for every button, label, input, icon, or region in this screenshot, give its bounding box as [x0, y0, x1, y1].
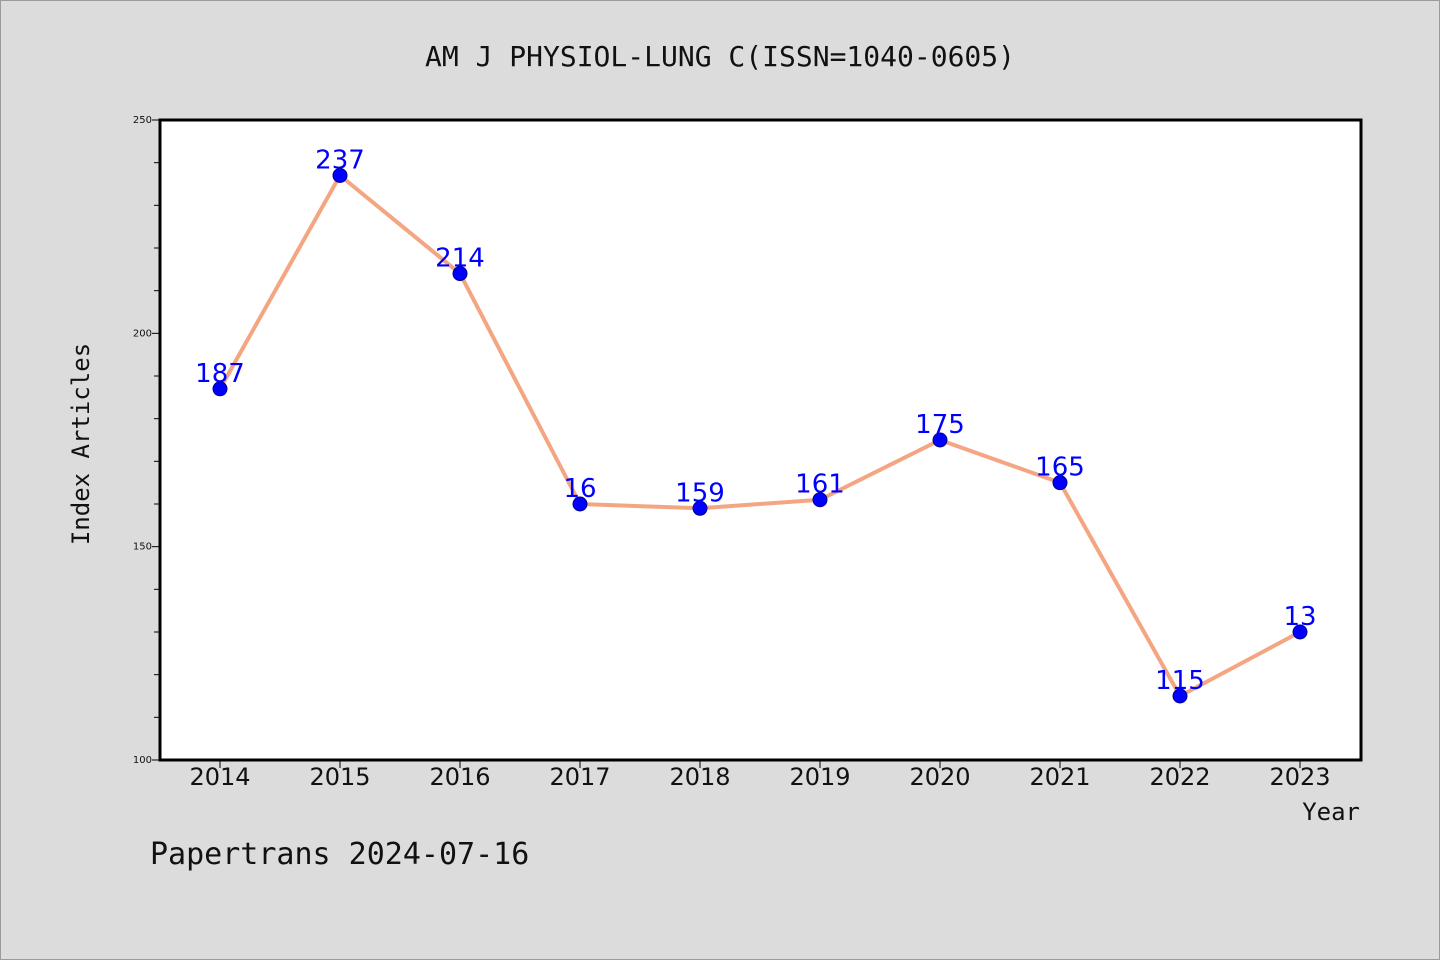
x-tick-label: 2022 [1149, 763, 1210, 791]
y-axis-ticks: 100 150 200 250 [133, 115, 160, 766]
plot-area [160, 120, 1361, 760]
data-label: 16 [563, 474, 596, 504]
data-label: 165 [1035, 453, 1085, 483]
data-label: 187 [195, 359, 245, 389]
y-tick-label: 150 [133, 542, 152, 553]
x-tick-label: 2016 [429, 763, 490, 791]
data-point [332, 167, 348, 183]
x-tick-label: 2014 [189, 763, 250, 791]
x-tick-label: 2015 [309, 763, 370, 791]
data-label: 237 [315, 145, 365, 175]
data-point [692, 500, 708, 516]
x-axis-label: Year [1302, 798, 1360, 826]
data-point [932, 432, 948, 448]
data-point [572, 496, 588, 512]
data-labels: 187 237 214 16 159 161 175 165 115 13 [195, 145, 1316, 696]
data-point [212, 381, 228, 397]
data-point [1292, 624, 1308, 640]
x-tick-label: 2020 [909, 763, 970, 791]
series-line [218, 173, 1302, 698]
data-label: 214 [435, 244, 485, 274]
plot-border [158, 118, 1363, 762]
data-label: 161 [795, 470, 845, 500]
data-label: 13 [1283, 602, 1316, 632]
data-label: 175 [915, 410, 965, 440]
x-tick-label: 2019 [789, 763, 850, 791]
data-point [812, 492, 828, 508]
footer-watermark: Papertrans 2024-07-16 [150, 837, 529, 872]
data-point [1052, 475, 1068, 491]
y-tick-label: 250 [133, 115, 152, 126]
y-tick-label: 200 [133, 328, 152, 339]
chart-title: AM J PHYSIOL-LUNG C(ISSN=1040-0605) [425, 40, 1015, 73]
y-tick-label: 100 [133, 755, 152, 766]
series-layer [212, 167, 1308, 704]
x-tick-label: 2017 [549, 763, 610, 791]
data-point [452, 266, 468, 282]
data-label: 159 [675, 478, 725, 508]
x-tick-label: 2018 [669, 763, 730, 791]
data-label: 115 [1155, 666, 1205, 696]
data-point [1172, 688, 1188, 704]
x-tick-label: 2021 [1029, 763, 1090, 791]
x-axis-ticks: 2014 2015 2016 2017 2018 2019 2020 2021 2022 2023 [189, 760, 1331, 791]
x-tick-label: 2023 [1269, 763, 1330, 791]
y-axis-label: Index Articles [67, 343, 95, 545]
